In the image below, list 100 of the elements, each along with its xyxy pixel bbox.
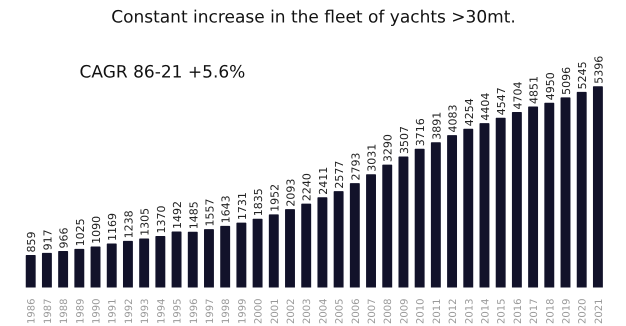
- x-tick-label: 2005: [334, 298, 346, 324]
- bar: [236, 222, 246, 288]
- bar: [26, 255, 36, 288]
- x-tick-label: 2002: [286, 298, 297, 324]
- data-label: 3507: [398, 126, 411, 154]
- data-label: 4083: [446, 104, 460, 133]
- bar: [350, 183, 360, 288]
- x-tick-label: 2020: [578, 298, 589, 324]
- x-tick-label: 2009: [399, 298, 410, 324]
- bar: [366, 174, 376, 288]
- data-label: 1370: [154, 206, 168, 234]
- data-label: 3716: [414, 118, 428, 146]
- bar: [220, 226, 230, 288]
- x-tick-label: 2007: [367, 298, 378, 324]
- chart-title: Constant increase in the fleet of yachts >30mt.: [111, 8, 516, 28]
- bar: [382, 164, 392, 288]
- data-label: 4851: [528, 76, 541, 104]
- bar: [512, 112, 522, 288]
- data-label: 4547: [495, 87, 508, 116]
- data-label: 917: [41, 229, 54, 250]
- data-label: 2240: [300, 173, 314, 202]
- x-tick-label: 1996: [188, 298, 200, 324]
- x-tick-label: 2000: [254, 298, 265, 324]
- bar: [252, 218, 263, 288]
- bar: [592, 86, 603, 288]
- x-tick-label: 2008: [383, 298, 394, 324]
- data-label: 1238: [122, 210, 136, 238]
- x-tick-label: 1993: [140, 298, 152, 324]
- data-label: 1305: [138, 208, 152, 236]
- bar: [155, 236, 166, 288]
- bar: [139, 238, 150, 288]
- bar: [528, 106, 538, 288]
- bar: [172, 231, 182, 288]
- data-label: 966: [58, 228, 71, 249]
- x-tick-label: 2001: [270, 298, 281, 324]
- bar: [447, 135, 458, 288]
- data-label: 3031: [366, 144, 379, 172]
- x-tick-label: 2015: [496, 298, 508, 324]
- data-label: 2577: [333, 160, 346, 189]
- bar: [74, 248, 84, 288]
- x-tick-label: 2010: [416, 298, 427, 324]
- x-tick-label: 2012: [448, 298, 460, 324]
- data-label: 1731: [236, 192, 249, 220]
- data-label: 1090: [90, 216, 104, 244]
- data-label: 4404: [478, 92, 492, 121]
- x-tick-label: 1999: [237, 298, 248, 324]
- x-tick-label: 1986: [26, 298, 38, 324]
- data-label: 2411: [316, 166, 330, 195]
- bar: [268, 214, 279, 288]
- bar: [334, 191, 344, 288]
- data-label: 5396: [592, 56, 606, 84]
- x-tick-label: 2021: [594, 298, 605, 324]
- bar: [463, 128, 474, 288]
- data-label: 1643: [220, 195, 233, 224]
- data-label: 1169: [106, 212, 120, 241]
- bar: [398, 156, 408, 288]
- x-tick-label: 2018: [545, 298, 556, 324]
- x-tick-label: 2004: [318, 298, 330, 324]
- x-tick-label: 2013: [464, 298, 476, 324]
- x-tick-label: 1998: [221, 298, 232, 324]
- x-tick-label: 2003: [302, 298, 314, 324]
- bar: [90, 246, 100, 288]
- bar: [560, 97, 570, 288]
- bar: [301, 204, 312, 288]
- x-tick-label: 1988: [59, 298, 70, 324]
- bar: [496, 118, 506, 288]
- text: CAGR 86-21 +5.6%: [80, 62, 246, 82]
- bar: [42, 252, 52, 288]
- x-tick-label: 2019: [562, 298, 573, 324]
- data-label: 5096: [560, 66, 574, 95]
- bar: [58, 251, 68, 288]
- bar: [480, 123, 490, 288]
- data-label: 4704: [511, 81, 524, 110]
- bar: [430, 142, 441, 288]
- data-label: 5245: [576, 61, 590, 90]
- x-tick-label: 1997: [204, 298, 216, 324]
- data-label: 1485: [187, 201, 200, 230]
- x-tick-label: 1991: [108, 298, 119, 324]
- x-tick-label: 1994: [156, 298, 168, 324]
- bar: [414, 148, 425, 288]
- x-tick-label: 1989: [75, 298, 86, 324]
- data-label: 3290: [382, 134, 395, 162]
- data-label: 4950: [544, 72, 557, 100]
- data-label: 3891: [430, 112, 444, 140]
- x-tick-label: 1992: [124, 298, 135, 324]
- x-tick-label: 1990: [92, 298, 103, 324]
- bar: [544, 102, 554, 288]
- data-label: 2093: [284, 178, 298, 207]
- data-label: 4254: [462, 98, 476, 126]
- x-tick-label: 2006: [350, 298, 362, 324]
- x-tick-label: 2014: [480, 298, 492, 324]
- x-tick-label: 2016: [512, 298, 524, 324]
- data-label: 1492: [171, 200, 184, 229]
- bar: [122, 240, 133, 288]
- data-label: 1835: [252, 188, 266, 216]
- data-label: 1557: [203, 198, 216, 227]
- data-label: 1952: [268, 184, 282, 212]
- x-tick-label: 1995: [172, 298, 184, 324]
- bar: [204, 229, 214, 288]
- data-label: 859: [25, 232, 38, 253]
